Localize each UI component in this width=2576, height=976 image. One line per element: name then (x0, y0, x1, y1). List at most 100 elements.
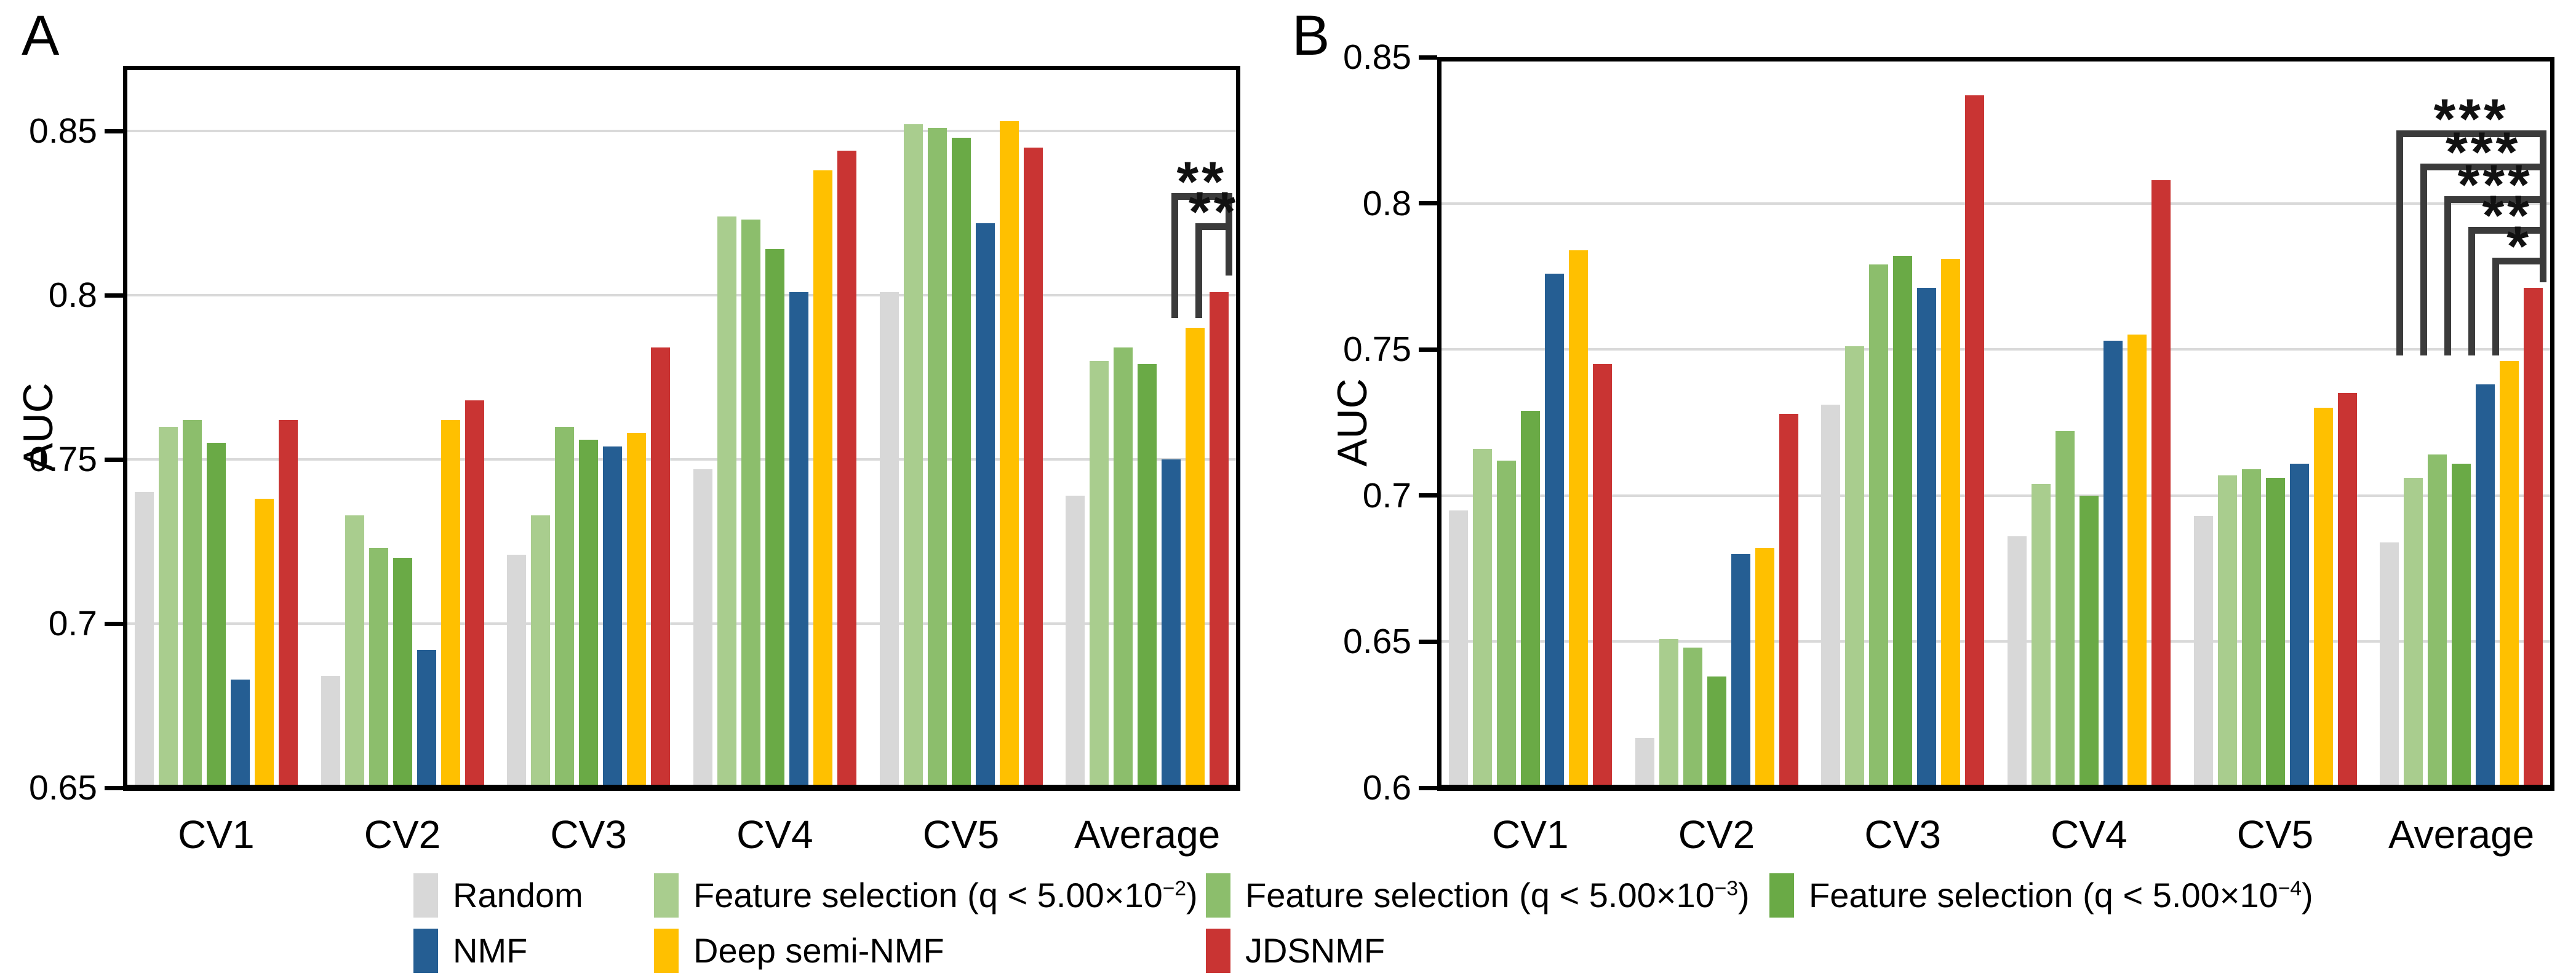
bar-jdsnmf-cv5 (2337, 393, 2357, 785)
y-tick-mark (1419, 493, 1437, 498)
x-category-label: CV2 (364, 812, 441, 857)
bar-jdsnmf-average (2524, 288, 2543, 785)
y-tick-mark (105, 457, 123, 462)
significance-stars: ** (2482, 184, 2532, 247)
x-category-label: CV2 (1678, 812, 1755, 857)
y-tick-label: 0.75 (1343, 330, 1411, 370)
bar-random-cv2 (321, 676, 340, 785)
bar-fs4-cv5 (951, 137, 971, 785)
legend-label-text: Feature selection (q < 5.00×10 (693, 876, 1163, 915)
y-tick-mark (105, 129, 123, 133)
legend-label-exponent: −3 (1714, 877, 1739, 900)
y-tick-mark (1419, 639, 1437, 644)
bar-fs4-average (1138, 364, 1157, 785)
y-tick-label: 0.85 (29, 111, 97, 151)
bar-fs4-cv4 (765, 249, 784, 785)
bar-random-cv1 (134, 492, 154, 785)
significance-bracket-top (2420, 164, 2546, 171)
y-tick-mark (105, 621, 123, 626)
y-tick-mark (1419, 55, 1437, 60)
y-tick-mark (1419, 347, 1437, 352)
gridline (1437, 640, 2554, 643)
legend-label-text: Random (453, 876, 583, 915)
significance-bracket-left (2396, 130, 2403, 355)
legend-label-text: Feature selection (q < 5.00×10 (1809, 876, 2278, 915)
x-category-label: CV1 (178, 812, 255, 857)
y-tick-label: 0.75 (29, 440, 97, 479)
significance-bracket-top (2444, 196, 2546, 203)
bar-random-cv5 (2193, 516, 2213, 785)
bar-fs3-cv5 (2241, 469, 2261, 785)
x-category-label: CV3 (550, 812, 627, 857)
significance-stars: *** (2457, 153, 2533, 216)
gridline (1437, 494, 2554, 497)
y-tick-mark (105, 293, 123, 298)
legend-label-exponent: −2 (1162, 877, 1187, 900)
gridline (1437, 202, 2554, 205)
y-tick-mark (1419, 201, 1437, 206)
legend-label-jdsnmf: JDSNMF (1245, 926, 1385, 975)
legend-label-random: Random (453, 871, 583, 920)
bar-fs4-cv1 (206, 443, 226, 785)
bar-random-cv4 (693, 469, 712, 785)
bar-fs2-cv1 (158, 426, 178, 785)
significance-bracket-left (2492, 257, 2499, 355)
bar-jdsnmf-cv2 (465, 400, 484, 785)
significance-bracket-left (2444, 196, 2451, 355)
legend-swatch-fs2 (654, 873, 679, 918)
bar-nmf-cv5 (2289, 463, 2309, 785)
bar-nmf-cv5 (975, 223, 995, 785)
significance-bracket-left (2468, 226, 2475, 355)
bar-fs2-cv1 (1472, 448, 1492, 785)
bar-fs4-average (2452, 463, 2471, 785)
legend-item-nmf: NMF (413, 926, 527, 975)
bar-fs2-average (2404, 478, 2423, 785)
legend-label-text: ) (1738, 876, 1750, 915)
y-axis-title-a: AUC (15, 383, 62, 471)
significance-stars: * (2506, 215, 2532, 278)
legend-swatch-nmf (413, 929, 438, 973)
bar-fs4-cv4 (2079, 495, 2099, 785)
gridline (123, 294, 1240, 296)
bar-nmf-cv4 (2103, 340, 2123, 785)
bar-nmf-cv2 (417, 649, 436, 785)
bar-random-cv3 (507, 554, 527, 785)
bar-nmf-cv3 (1917, 288, 1937, 785)
legend-label-text: ) (1186, 876, 1198, 915)
x-category-label: CV4 (736, 812, 813, 857)
bar-dsnmf-cv3 (1941, 258, 1961, 785)
bar-jdsnmf-cv3 (651, 347, 671, 785)
bar-nmf-cv1 (1544, 273, 1564, 785)
legend-swatch-jdsnmf (1206, 929, 1230, 973)
bar-fs3-cv4 (741, 220, 760, 785)
bar-nmf-average (2476, 384, 2495, 785)
x-category-label: CV3 (1864, 812, 1941, 857)
significance-stars: *** (2433, 87, 2509, 151)
significance-bracket-top (2492, 257, 2546, 264)
significance-bracket-top (2396, 130, 2546, 137)
bar-jdsnmf-cv3 (1965, 95, 1985, 785)
legend-swatch-fs3 (1206, 873, 1230, 918)
bar-fs2-cv5 (2217, 475, 2237, 785)
significance-bracket-left (2420, 164, 2427, 355)
significance-bracket-top (2468, 226, 2546, 234)
bar-fs2-cv3 (1845, 346, 1865, 785)
bar-fs3-cv2 (1683, 647, 1702, 785)
legend-swatch-random (413, 873, 438, 918)
bar-fs2-cv5 (903, 124, 923, 785)
y-tick-label: 0.8 (1362, 183, 1411, 223)
y-tick-label: 0.7 (1362, 475, 1411, 515)
bar-dsnmf-average (2500, 361, 2519, 785)
bar-nmf-cv2 (1731, 553, 1750, 785)
x-category-label: CV4 (2051, 812, 2127, 857)
legend-item-random: Random (413, 871, 583, 920)
legend-label-text: JDSNMF (1245, 931, 1386, 970)
bar-fs3-cv3 (555, 426, 575, 785)
bar-dsnmf-cv4 (813, 170, 832, 785)
bar-dsnmf-cv2 (1755, 548, 1774, 785)
bar-fs3-average (2428, 454, 2447, 785)
panel-letter-a: A (22, 4, 60, 67)
bar-jdsnmf-cv4 (837, 151, 856, 785)
legend-label-exponent: −4 (2278, 877, 2302, 900)
bar-fs2-cv4 (2031, 483, 2051, 785)
